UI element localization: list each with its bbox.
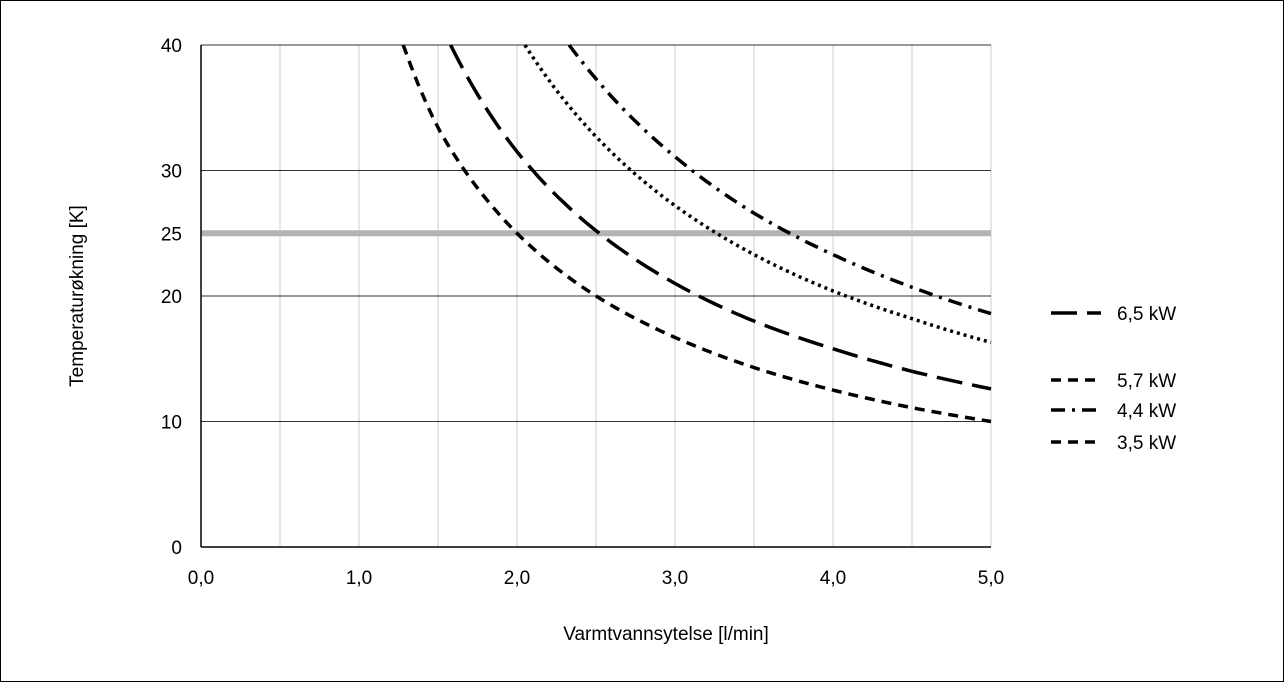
series-line-4-4-kw (449, 44, 992, 391)
x-tick-label: 5,0 (978, 568, 1004, 589)
series-line-5-7-kw (523, 44, 992, 345)
legend-label: 3,5 kW (1117, 433, 1176, 454)
y-tick-label: 0 (171, 538, 182, 559)
legend: 6,5 kW 5,7 kW 4,4 kW 3,5 kW (1051, 304, 1176, 454)
legend-item: 5,7 kW (1051, 371, 1176, 392)
horizontal-grid (201, 44, 991, 422)
y-tick-label: 10 (161, 413, 182, 434)
x-tick-label: 0,0 (188, 568, 214, 589)
y-tick-labels: 0 10 20 25 30 40 (161, 36, 182, 559)
y-tick-label: 25 (161, 224, 182, 245)
series-line-6-5-kw (567, 43, 992, 316)
series-lines (401, 43, 992, 424)
x-tick-label: 3,0 (662, 568, 688, 589)
x-tick-label: 2,0 (504, 568, 530, 589)
legend-item: 3,5 kW (1051, 433, 1176, 454)
x-tick-label: 1,0 (346, 568, 372, 589)
x-axis-title: Varmtvannsytelse [l/min] (563, 624, 769, 645)
legend-item: 4,4 kW (1051, 401, 1176, 422)
x-tick-label: 4,0 (820, 568, 846, 589)
y-axis-title: Temperaturøkning [K] (67, 205, 88, 387)
legend-label: 6,5 kW (1117, 304, 1176, 325)
x-tick-labels: 0,0 1,0 2,0 3,0 4,0 5,0 (188, 568, 1004, 589)
y-tick-label: 30 (161, 162, 182, 183)
legend-label: 4,4 kW (1117, 401, 1176, 422)
y-tick-label: 20 (161, 287, 182, 308)
y-tick-label: 40 (161, 36, 182, 57)
axes (200, 45, 991, 548)
legend-label: 5,7 kW (1117, 371, 1176, 392)
legend-item: 6,5 kW (1051, 304, 1176, 325)
